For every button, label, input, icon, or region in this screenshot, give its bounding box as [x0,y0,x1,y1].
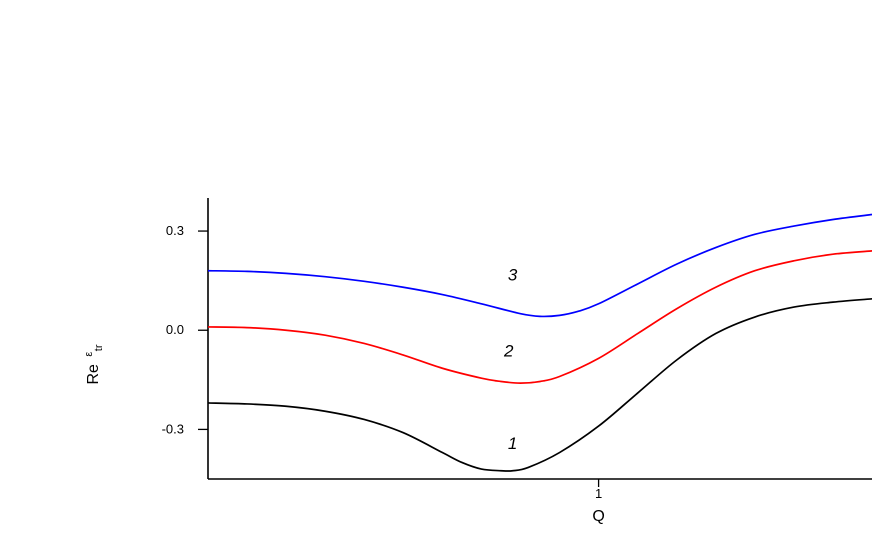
y-tick-label: 0.0 [166,322,184,337]
curve-1-line [207,297,872,472]
y-axis-title: Re ε tr [79,344,105,384]
y-axis-title-sup: ε [83,352,95,357]
curve-1-label: 1 [508,434,517,453]
curve-labels: 1 2 3 [503,266,518,454]
curve-2-line [207,250,872,384]
curve-2-label: 2 [503,342,514,361]
y-ticks: 0.3 0.0 -0.3 [162,223,208,436]
x-axis-title: Q [592,508,604,525]
y-tick-label: -0.3 [162,421,184,436]
x-tick-label: 1 [595,486,602,501]
y-axis-title-sub: tr [93,344,105,351]
curve-3-label: 3 [508,266,518,285]
y-axis-title-main: Re [85,364,102,385]
curve-3-line [207,213,872,318]
x-ticks: 1 [595,479,602,501]
curves [207,213,872,472]
y-tick-label: 0.3 [166,223,184,238]
